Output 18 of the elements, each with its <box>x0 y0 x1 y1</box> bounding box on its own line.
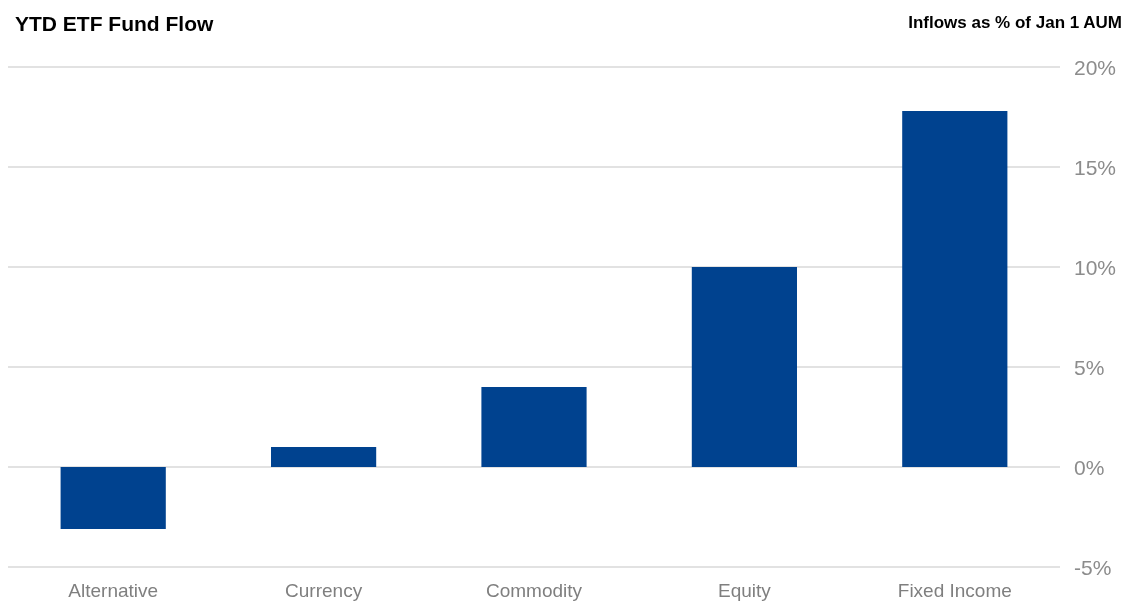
y-tick-label: 0% <box>1074 455 1105 479</box>
y-tick-label: 10% <box>1074 255 1117 279</box>
bar <box>271 447 377 467</box>
bar <box>481 387 587 467</box>
x-tick-label: Equity <box>717 580 772 601</box>
bar <box>691 267 797 467</box>
x-tick-label: Fixed Income <box>897 580 1012 601</box>
y-axis-title: Inflows as % of Jan 1 AUM <box>908 13 1122 32</box>
y-tick-label: -5% <box>1074 555 1112 579</box>
y-tick-label: 5% <box>1074 355 1105 379</box>
y-tick-label: 20% <box>1074 55 1117 79</box>
bar <box>902 111 1008 467</box>
chart-title: YTD ETF Fund Flow <box>15 12 214 35</box>
x-tick-label: Currency <box>285 580 363 601</box>
x-tick-label: Commodity <box>485 580 583 601</box>
bar <box>60 467 166 529</box>
y-tick-label: 15% <box>1074 155 1117 179</box>
x-tick-label: Alternative <box>68 580 159 601</box>
